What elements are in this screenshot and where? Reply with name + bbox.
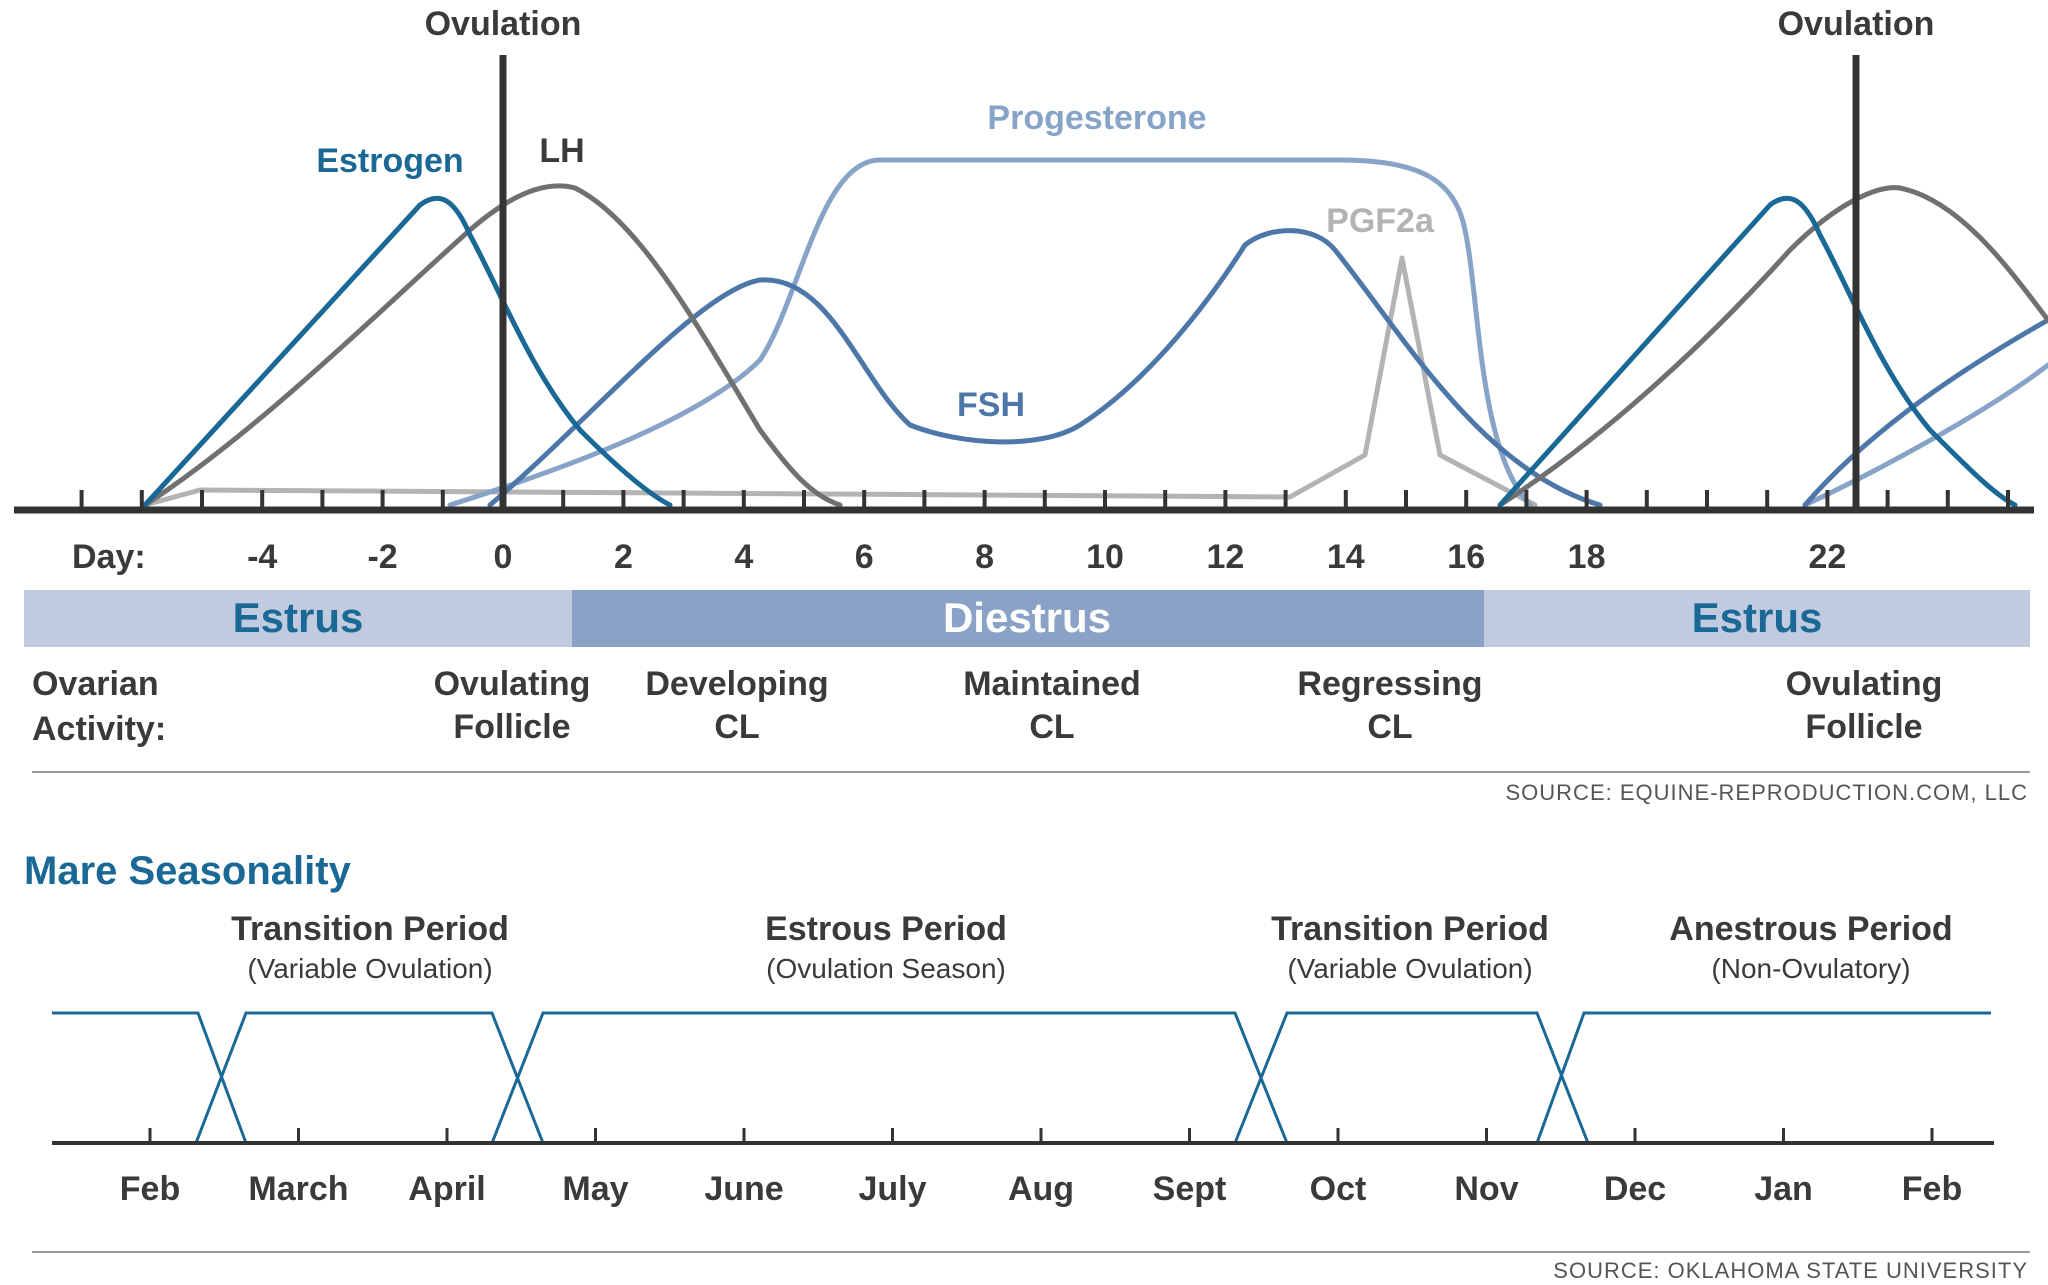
- month-axis: Feb March April May June July Aug Sept Oct Nov Dec…: [52, 1128, 1994, 1208]
- estrogen-curve: [142, 195, 2018, 508]
- hormone-curves: [142, 157, 2048, 508]
- day-tick-label: 22: [1808, 538, 1846, 576]
- phase-bar-estrus-left: [24, 590, 572, 647]
- month-tick-label: Sept: [1153, 1170, 1227, 1208]
- source-cycle: SOURCE: EQUINE-REPRODUCTION.COM, LLC: [1506, 780, 2029, 805]
- lh-label: LH: [539, 132, 584, 170]
- period-1-title: Transition Period: [231, 910, 509, 948]
- day-axis-title: Day:: [72, 538, 146, 576]
- fsh-curve: [487, 228, 2048, 508]
- day-tick-label: 0: [494, 538, 513, 576]
- day-tick-label: 8: [975, 538, 994, 576]
- season-line-3: [490, 1011, 1289, 1144]
- period-3-title: Transition Period: [1271, 910, 1549, 948]
- month-tick-label: Aug: [1008, 1170, 1074, 1208]
- season-line-1: [52, 1011, 248, 1144]
- ovarian-activity-title-line1: Ovarian: [32, 665, 159, 703]
- ovarian-stage-1-line2: Follicle: [453, 708, 570, 746]
- period-4-title: Anestrous Period: [1669, 910, 1952, 948]
- month-tick-label: Feb: [120, 1170, 180, 1208]
- period-1-subtitle: (Variable Ovulation): [247, 953, 492, 984]
- ovarian-stage-4-line2: CL: [1367, 708, 1412, 746]
- month-tick-label: Dec: [1604, 1170, 1666, 1208]
- month-tick-label: Oct: [1310, 1170, 1367, 1208]
- day-tick-label: -2: [367, 538, 397, 576]
- ovarian-activity: Ovarian Activity: Ovulating Follicle Dev…: [32, 665, 1942, 748]
- estrogen-label: Estrogen: [316, 142, 463, 180]
- period-4-subtitle: (Non-Ovulatory): [1711, 953, 1910, 984]
- ovarian-stage-4-line1: Regressing: [1297, 665, 1482, 703]
- day-tick-label: -4: [247, 538, 277, 576]
- ovarian-stage-2-line2: CL: [714, 708, 759, 746]
- phase-bar-diestrus: [572, 590, 1484, 647]
- month-tick-label: May: [562, 1170, 628, 1208]
- month-tick-label: March: [248, 1170, 348, 1208]
- day-tick-label: 4: [734, 538, 753, 576]
- day-axis: [14, 490, 2034, 514]
- month-tick-label: June: [704, 1170, 783, 1208]
- day-tick-label: 12: [1206, 538, 1244, 576]
- seasonality-title: Mare Seasonality: [24, 849, 352, 893]
- month-tick-label: Feb: [1902, 1170, 1962, 1208]
- period-3-subtitle: (Variable Ovulation): [1287, 953, 1532, 984]
- day-tick-label: 16: [1447, 538, 1485, 576]
- month-tick-label: Nov: [1454, 1170, 1518, 1208]
- ovarian-stage-5-line1: Ovulating: [1786, 665, 1943, 703]
- progesterone-curve: [447, 157, 2048, 508]
- season-line-2: [194, 1011, 545, 1144]
- day-tick-label: 14: [1327, 538, 1365, 576]
- day-tick-label: 6: [855, 538, 874, 576]
- ovarian-stage-1-line1: Ovulating: [434, 665, 591, 703]
- ovarian-stage-2-line1: Developing: [645, 665, 828, 703]
- period-2-subtitle: (Ovulation Season): [766, 953, 1006, 984]
- pgf2a-label: PGF2a: [1326, 202, 1435, 240]
- phase-label-diestrus: Diestrus: [943, 594, 1111, 641]
- phase-label-estrus-right: Estrus: [1692, 594, 1823, 641]
- source-seasonality: SOURCE: OKLAHOMA STATE UNIVERSITY: [1553, 1258, 2028, 1283]
- day-tick-label: 10: [1086, 538, 1124, 576]
- ovulation-label-right: Ovulation: [1778, 5, 1935, 43]
- season-line-4: [1233, 1011, 1590, 1144]
- ovarian-activity-title-line2: Activity:: [32, 710, 166, 748]
- phase-label-estrus-left: Estrus: [233, 594, 364, 641]
- ovarian-stage-5-line2: Follicle: [1805, 708, 1922, 746]
- day-tick-label: 18: [1568, 538, 1606, 576]
- progesterone-label: Progesterone: [987, 99, 1206, 137]
- fsh-label: FSH: [957, 386, 1025, 424]
- season-lines: [52, 1011, 1991, 1144]
- day-tick-label: 2: [614, 538, 633, 576]
- month-tick-label: July: [858, 1170, 926, 1208]
- phase-bars: Estrus Diestrus Estrus: [24, 590, 2030, 647]
- month-tick-labels: Feb March April May June July Aug Sept Oct Nov Dec…: [120, 1170, 1962, 1208]
- season-line-5: [1535, 1011, 1991, 1144]
- day-axis-ticks: [79, 490, 2010, 510]
- phase-bar-estrus-right: [1484, 590, 2030, 647]
- pgf2a-curve: [142, 255, 1538, 508]
- month-tick-label: Jan: [1754, 1170, 1813, 1208]
- day-tick-labels: -4 -2 0 2 4 6 8 10 12 14 16 18 22: [247, 538, 1846, 576]
- period-2-title: Estrous Period: [765, 910, 1007, 948]
- ovarian-stage-3-line2: CL: [1029, 708, 1074, 746]
- month-axis-ticks: [148, 1128, 1934, 1143]
- ovulation-label-left: Ovulation: [425, 5, 582, 43]
- season-periods: Transition Period (Variable Ovulation) E…: [231, 910, 1953, 984]
- lh-curve: [142, 183, 2048, 508]
- month-tick-label: April: [408, 1170, 485, 1208]
- ovarian-stage-3-line1: Maintained: [963, 665, 1141, 703]
